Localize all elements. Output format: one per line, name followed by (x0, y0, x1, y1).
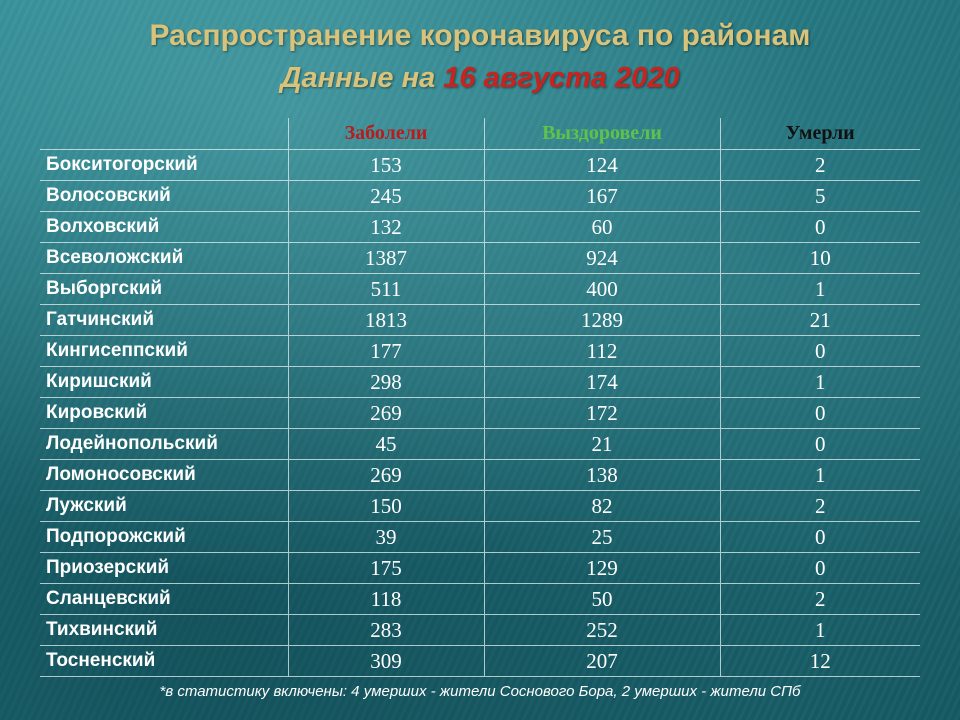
died-cell: 0 (719, 521, 920, 553)
sick-cell: 45 (287, 428, 484, 460)
district-name-cell: Тихвинский (40, 614, 288, 646)
district-name-cell: Лодейнопольский (40, 428, 288, 460)
district-name-cell: Бокситогорский (40, 149, 288, 181)
died-cell: 12 (719, 645, 920, 677)
district-name-cell: Ломоносовский (40, 459, 288, 491)
page-title: Распространение коронавируса по районам (149, 19, 811, 52)
district-name-cell: Подпорожский (40, 521, 288, 553)
table-row: Волосовский 245 167 5 (40, 180, 920, 212)
sick-cell: 283 (287, 614, 484, 646)
recovered-cell: 50 (483, 583, 720, 615)
sick-cell: 39 (287, 521, 484, 553)
table-row: Ломоносовский 269 138 1 (40, 459, 920, 491)
district-name-cell: Кировский (40, 397, 288, 429)
recovered-cell: 252 (483, 614, 720, 646)
table-header-row: Заболели Выздоровели Умерли (40, 118, 920, 150)
district-name-cell: Приозерский (40, 552, 288, 584)
died-cell: 1 (719, 614, 920, 646)
sick-cell: 177 (287, 335, 484, 367)
table-row: Кингисеппский 177 112 0 (40, 335, 920, 367)
table-row: Лодейнопольский 45 21 0 (40, 428, 920, 460)
sick-cell: 150 (287, 490, 484, 522)
recovered-cell: 167 (483, 180, 720, 212)
died-cell: 21 (719, 304, 920, 336)
recovered-cell: 21 (483, 428, 720, 460)
recovered-cell: 1289 (483, 304, 720, 336)
table-row: Подпорожский 39 25 0 (40, 521, 920, 553)
table-body: Бокситогорский 153 124 2 Волосовский 245 167 5 В… (40, 149, 920, 677)
recovered-cell: 924 (483, 242, 720, 274)
district-table: Заболели Выздоровели Умерли Бокситогорск… (40, 118, 920, 677)
table-row: Тихвинский 283 252 1 (40, 614, 920, 646)
recovered-cell: 174 (483, 366, 720, 398)
recovered-cell: 172 (483, 397, 720, 429)
recovered-cell: 25 (483, 521, 720, 553)
district-table-container: Заболели Выздоровели Умерли Бокситогорск… (40, 118, 920, 677)
subtitle-date: 16 августа 2020 (443, 62, 680, 94)
table-row: Приозерский 175 129 0 (40, 552, 920, 584)
recovered-cell: 138 (483, 459, 720, 491)
district-name-cell: Выборгский (40, 273, 288, 305)
header-sick: Заболели (287, 118, 484, 150)
header-recovered: Выздоровели (483, 118, 720, 150)
sick-cell: 132 (287, 211, 484, 243)
table-row: Киришский 298 174 1 (40, 366, 920, 398)
table-row: Сланцевский 118 50 2 (40, 583, 920, 615)
header-district (40, 118, 288, 150)
table-row: Лужский 150 82 2 (40, 490, 920, 522)
recovered-cell: 129 (483, 552, 720, 584)
table-row: Гатчинский 1813 1289 21 (40, 304, 920, 336)
district-name-cell: Тосненский (40, 645, 288, 677)
district-name-cell: Сланцевский (40, 583, 288, 615)
sick-cell: 118 (287, 583, 484, 615)
sick-cell: 153 (287, 149, 484, 181)
died-cell: 0 (719, 397, 920, 429)
died-cell: 2 (719, 149, 920, 181)
table-row: Выборгский 511 400 1 (40, 273, 920, 305)
died-cell: 10 (719, 242, 920, 274)
district-name-cell: Лужский (40, 490, 288, 522)
sick-cell: 298 (287, 366, 484, 398)
recovered-cell: 112 (483, 335, 720, 367)
district-name-cell: Гатчинский (40, 304, 288, 336)
died-cell: 1 (719, 366, 920, 398)
district-name-cell: Всеволожский (40, 242, 288, 274)
died-cell: 5 (719, 180, 920, 212)
sick-cell: 245 (287, 180, 484, 212)
table-row: Волховский 132 60 0 (40, 211, 920, 243)
died-cell: 0 (719, 428, 920, 460)
died-cell: 1 (719, 273, 920, 305)
district-name-cell: Волховский (40, 211, 288, 243)
died-cell: 2 (719, 490, 920, 522)
died-cell: 2 (719, 583, 920, 615)
sick-cell: 309 (287, 645, 484, 677)
header-died: Умерли (719, 118, 920, 150)
footnote: *в статистику включены: 4 умерших - жите… (159, 683, 801, 700)
died-cell: 0 (719, 211, 920, 243)
recovered-cell: 60 (483, 211, 720, 243)
died-cell: 1 (719, 459, 920, 491)
sick-cell: 269 (287, 459, 484, 491)
recovered-cell: 207 (483, 645, 720, 677)
sick-cell: 175 (287, 552, 484, 584)
recovered-cell: 400 (483, 273, 720, 305)
recovered-cell: 82 (483, 490, 720, 522)
table-row: Кировский 269 172 0 (40, 397, 920, 429)
sick-cell: 269 (287, 397, 484, 429)
died-cell: 0 (719, 552, 920, 584)
district-name-cell: Киришский (40, 366, 288, 398)
table-row: Всеволожский 1387 924 10 (40, 242, 920, 274)
page-subtitle: Данные на 16 августа 2020 (0, 60, 960, 96)
sick-cell: 511 (287, 273, 484, 305)
table-row: Тосненский 309 207 12 (40, 645, 920, 677)
district-name-cell: Волосовский (40, 180, 288, 212)
died-cell: 0 (719, 335, 920, 367)
recovered-cell: 124 (483, 149, 720, 181)
sick-cell: 1813 (287, 304, 484, 336)
sick-cell: 1387 (287, 242, 484, 274)
subtitle-lead: Данные на (280, 62, 444, 94)
table-row: Бокситогорский 153 124 2 (40, 149, 920, 181)
district-name-cell: Кингисеппский (40, 335, 288, 367)
